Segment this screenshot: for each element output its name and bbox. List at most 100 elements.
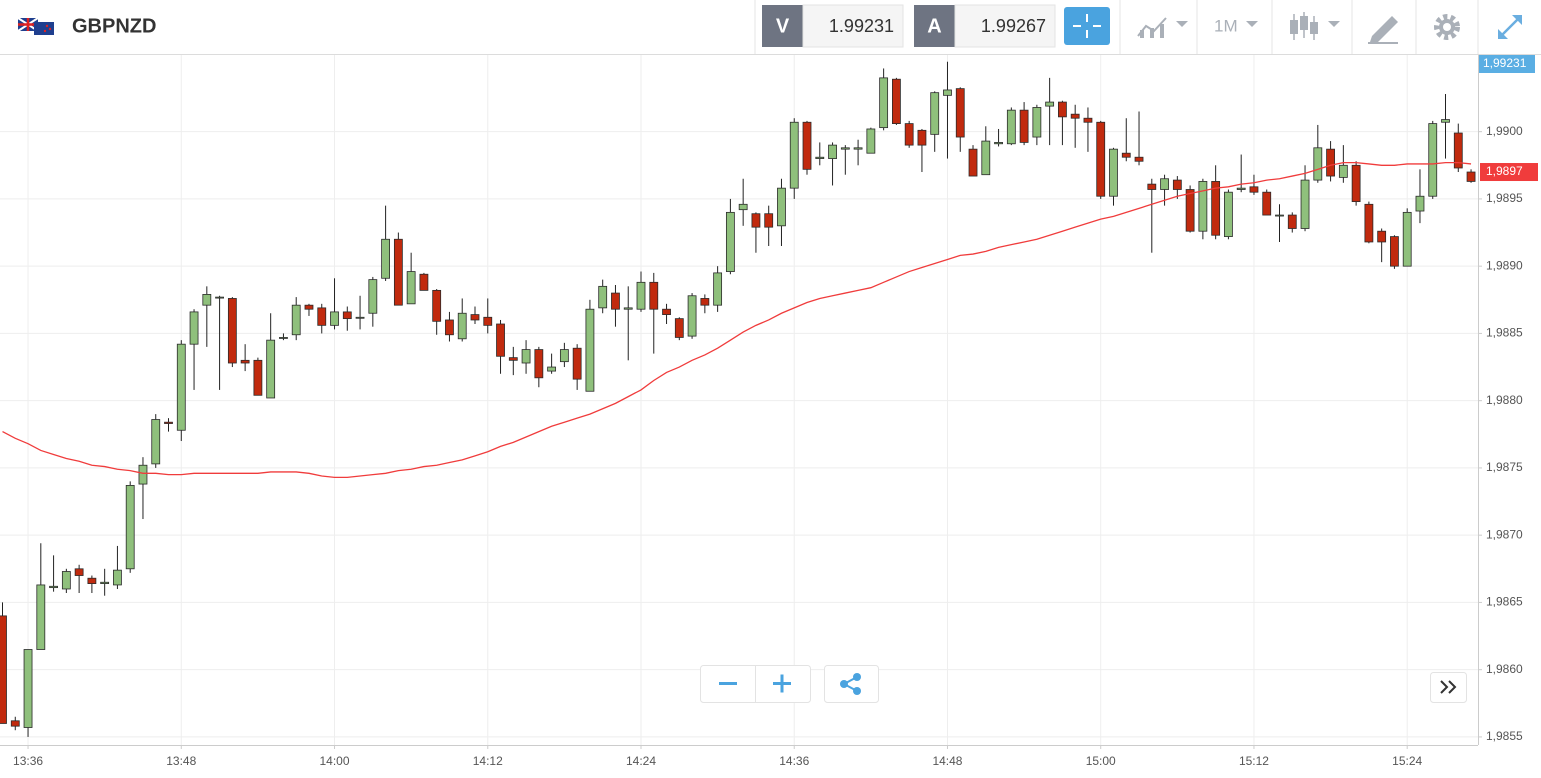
candle-body xyxy=(828,144,837,159)
buy-label-box[interactable] xyxy=(914,5,955,47)
chart-type-button[interactable] xyxy=(1137,17,1188,38)
y-tick-label: 1,9870 xyxy=(1486,527,1523,541)
candle-body xyxy=(87,577,97,584)
candle-body xyxy=(1262,191,1272,216)
y-tick-label: 1,9895 xyxy=(1486,191,1523,205)
zoom-out-button[interactable] xyxy=(719,682,737,685)
candle-body xyxy=(892,78,901,124)
candle-body xyxy=(355,316,365,319)
candle-body xyxy=(764,213,774,228)
draw-button[interactable] xyxy=(1368,16,1398,44)
candle-body xyxy=(1402,211,1412,267)
y-tick-label: 1,9860 xyxy=(1486,662,1523,676)
buy-price[interactable]: 1.99267 xyxy=(981,16,1046,36)
plot xyxy=(0,61,1476,737)
candle-body xyxy=(1236,187,1246,190)
candle-body xyxy=(713,272,723,306)
y-tick-label: 1,9890 xyxy=(1486,258,1523,272)
axes: 1,9855 1,9860 1,9865 1,9870 1,9875 1,9880 1,98… xyxy=(13,55,1538,768)
candle-body xyxy=(1377,230,1387,243)
candle-body xyxy=(547,366,557,372)
candle-body xyxy=(1275,214,1284,217)
candle-body xyxy=(36,584,46,650)
candle-body xyxy=(74,568,84,576)
candle-body xyxy=(751,213,761,228)
candle-body xyxy=(164,421,173,424)
candle-body xyxy=(1300,179,1310,229)
candle-body xyxy=(1313,147,1323,181)
candle-body xyxy=(1415,195,1425,212)
candle-body xyxy=(917,129,927,146)
share-button[interactable] xyxy=(824,665,879,703)
candle-body xyxy=(1185,189,1195,232)
sell-button[interactable]: V 1.99231 xyxy=(762,4,904,48)
candle-body xyxy=(470,314,480,321)
candle-body xyxy=(725,211,735,272)
candle-body xyxy=(1045,101,1055,107)
candle-body xyxy=(457,312,467,340)
candle-body xyxy=(227,298,237,364)
candle-body xyxy=(138,464,148,485)
candle-body xyxy=(521,349,531,364)
candle-body xyxy=(406,271,416,305)
candle-body xyxy=(100,581,110,584)
candle-body xyxy=(1338,164,1348,178)
crosshair-button[interactable] xyxy=(1064,7,1110,45)
candle-body xyxy=(1466,171,1476,182)
timeframe-button[interactable]: 1M xyxy=(1214,16,1258,35)
scroll-to-end-button[interactable] xyxy=(1430,672,1467,703)
fullscreen-button[interactable] xyxy=(1498,15,1522,39)
candle-body xyxy=(151,419,161,465)
candle-body xyxy=(1351,164,1361,203)
candle-body xyxy=(904,123,914,146)
sell-price[interactable]: 1.99231 xyxy=(829,16,894,36)
candle-body xyxy=(113,569,122,586)
candle-body xyxy=(853,147,863,150)
buy-price-box[interactable] xyxy=(954,4,1056,48)
candle-body xyxy=(240,359,250,364)
ma-price-label: 1,9897 xyxy=(1486,164,1523,178)
x-tick-label: 14:00 xyxy=(320,754,350,768)
candle-body xyxy=(189,311,199,345)
candle-body xyxy=(1070,113,1080,119)
candle-body xyxy=(611,292,620,310)
candle-body xyxy=(866,128,876,154)
x-tick-label: 14:12 xyxy=(473,754,503,768)
sell-label-box[interactable] xyxy=(762,5,803,47)
x-tick-label: 14:24 xyxy=(626,754,656,768)
candle-body xyxy=(330,311,339,326)
candle-body xyxy=(125,485,135,570)
candle-body xyxy=(496,323,505,357)
symbol: GBPNZD xyxy=(72,15,156,37)
candle-body xyxy=(1249,186,1259,193)
buy-label[interactable]: A xyxy=(927,15,941,37)
zoom-in-button[interactable] xyxy=(773,674,791,693)
y-tick-label: 1,9855 xyxy=(1486,729,1523,743)
candle-body xyxy=(585,308,595,392)
candle-body xyxy=(738,203,748,211)
sell-label[interactable]: V xyxy=(776,15,790,37)
candle-body xyxy=(1058,101,1067,118)
candle-body xyxy=(483,316,493,326)
candle-body xyxy=(789,121,799,189)
x-tick-label: 14:48 xyxy=(932,754,962,768)
candle-body xyxy=(176,343,186,431)
sell-price-box[interactable] xyxy=(802,4,904,48)
candle-style-button[interactable] xyxy=(1290,12,1340,40)
settings-button[interactable] xyxy=(1434,14,1460,40)
candle-body xyxy=(777,187,786,227)
y-tick-label: 1,9880 xyxy=(1486,393,1523,407)
candle-body xyxy=(381,238,391,279)
candle-body xyxy=(393,238,403,306)
buy-button[interactable]: A 1.99267 xyxy=(914,4,1056,48)
candle-body xyxy=(61,571,71,590)
candle-body xyxy=(840,147,850,150)
x-tick-label: 15:00 xyxy=(1086,754,1116,768)
candle-body xyxy=(572,347,582,380)
timeframe[interactable]: 1M xyxy=(1214,16,1238,35)
candle-body xyxy=(968,148,978,177)
candle-body xyxy=(636,281,646,310)
candle-body xyxy=(432,289,442,322)
candle-body xyxy=(662,308,671,315)
candle-body xyxy=(368,279,378,314)
